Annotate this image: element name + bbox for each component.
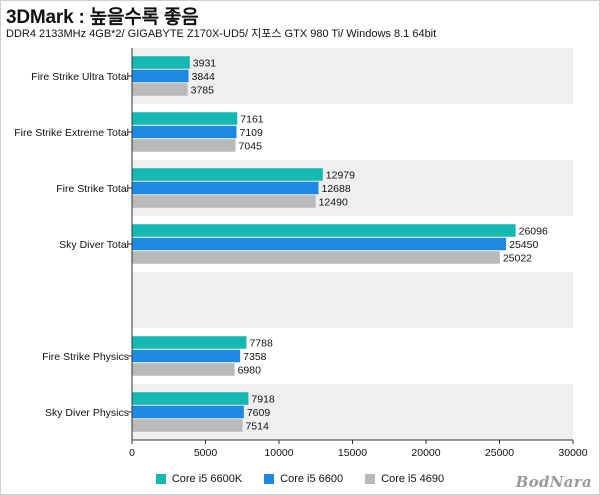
bar xyxy=(132,195,316,208)
bar xyxy=(132,251,500,264)
data-label: 7161 xyxy=(240,113,264,125)
category-label: Sky Diver Physics xyxy=(45,407,129,419)
category-band xyxy=(132,272,573,328)
data-label: 26096 xyxy=(519,225,548,237)
data-label: 7045 xyxy=(239,140,263,152)
data-label: 12979 xyxy=(326,169,355,181)
legend-label-1: Core i5 6600K xyxy=(171,473,243,485)
legend-label-2: Core i5 6600 xyxy=(280,473,344,485)
bar xyxy=(132,237,507,251)
x-tick-label: 15000 xyxy=(338,447,367,459)
x-tick-label: 20000 xyxy=(411,447,440,459)
bar xyxy=(132,69,189,83)
legend-swatch-1 xyxy=(155,474,166,484)
data-label: 3844 xyxy=(192,71,216,83)
legend-swatch-2 xyxy=(264,474,275,484)
bar xyxy=(132,419,243,432)
chart-title: 3DMark : 높을수록 좋음 xyxy=(6,7,199,28)
data-label: 3931 xyxy=(193,57,217,69)
legend-item-1: Core i5 6600K xyxy=(155,473,243,485)
bar xyxy=(132,112,238,125)
data-label: 6980 xyxy=(238,364,262,376)
data-label: 3785 xyxy=(191,84,215,96)
bar xyxy=(132,56,190,69)
x-tick-label: 30000 xyxy=(558,447,587,459)
x-tick-label: 5000 xyxy=(194,447,218,459)
category-label: Fire Strike Total xyxy=(56,183,129,195)
legend-item-3: Core i5 4690 xyxy=(365,473,444,485)
bar xyxy=(132,349,241,363)
category-label: Fire Strike Physics xyxy=(42,351,129,363)
bodnara-logo: BodNara xyxy=(515,473,592,491)
legend-item-2: Core i5 6600 xyxy=(264,473,343,485)
bar xyxy=(132,405,244,419)
bar xyxy=(132,139,236,152)
bar xyxy=(132,224,516,237)
data-label: 7918 xyxy=(251,393,275,405)
category-label: Sky Diver Total xyxy=(59,239,129,251)
category-label: Fire Strike Ultra Total xyxy=(31,71,129,83)
x-tick-label: 10000 xyxy=(264,447,293,459)
x-tick-label: 25000 xyxy=(485,447,514,459)
data-label: 25022 xyxy=(503,252,532,264)
data-label: 25450 xyxy=(509,239,538,251)
data-label: 7788 xyxy=(249,337,273,349)
bar xyxy=(132,83,188,96)
data-label: 12688 xyxy=(322,183,351,195)
category-label: Fire Strike Extreme Total xyxy=(14,127,129,139)
data-label: 7358 xyxy=(243,351,267,363)
x-tick-label: 0 xyxy=(129,447,135,459)
legend-label-3: Core i5 4690 xyxy=(381,473,445,485)
bar xyxy=(132,363,235,376)
bar xyxy=(132,336,247,349)
chart-subtitle: DDR4 2133MHz 4GB*2/ GIGABYTE Z170X-UD5/ … xyxy=(6,28,437,40)
legend-swatch-3 xyxy=(365,474,376,484)
chart-legend: Core i5 6600K Core i5 6600 Core i5 4690 xyxy=(0,473,600,485)
data-label: 7109 xyxy=(240,127,264,139)
data-label: 7609 xyxy=(247,407,271,419)
bar xyxy=(132,125,237,139)
bar xyxy=(132,181,319,195)
category-band xyxy=(132,48,573,104)
bar xyxy=(132,168,323,181)
bar xyxy=(132,392,249,405)
data-label: 12490 xyxy=(319,196,348,208)
data-label: 7514 xyxy=(245,420,269,432)
